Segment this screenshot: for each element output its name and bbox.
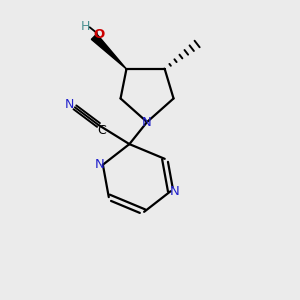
Text: C: C	[97, 124, 106, 137]
Text: O: O	[94, 28, 105, 41]
Text: N: N	[94, 158, 104, 171]
Polygon shape	[91, 34, 126, 69]
Text: N: N	[142, 116, 152, 128]
Text: H: H	[81, 20, 91, 33]
Text: N: N	[169, 185, 179, 198]
Text: N: N	[65, 98, 74, 111]
